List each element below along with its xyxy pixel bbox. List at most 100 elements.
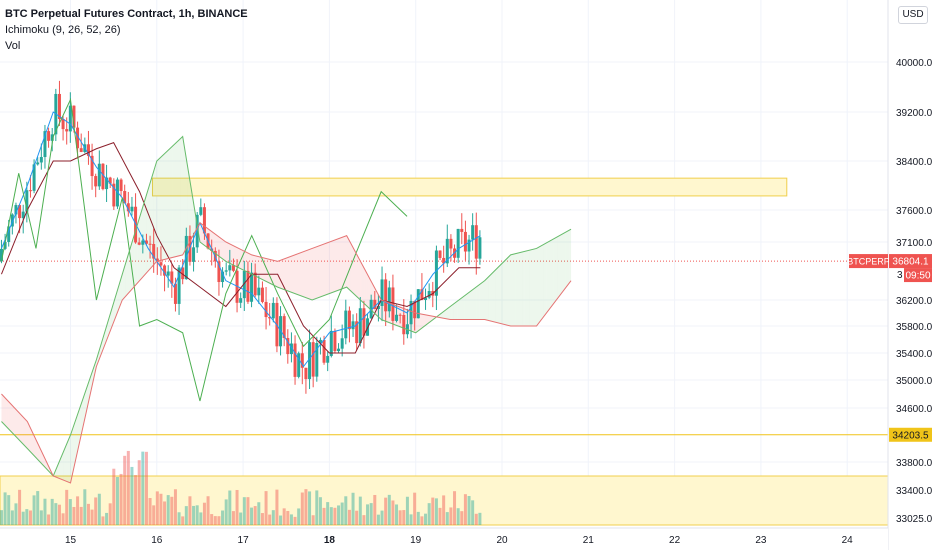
volume-bar [362, 515, 366, 525]
candle-body [250, 272, 254, 302]
cloud-segment [65, 443, 68, 482]
currency-button[interactable]: USD [898, 6, 928, 24]
cloud-segment [144, 194, 147, 275]
cloud-segment [467, 292, 470, 320]
cloud-segment [3, 395, 5, 426]
cloud-segment [170, 146, 173, 258]
y-tick-label: 37600.0 [896, 206, 932, 217]
candle-body [108, 177, 112, 184]
cloud-segment [338, 238, 340, 291]
volume-bar [322, 507, 326, 525]
candle-body [286, 338, 290, 355]
line-senkou-b [1, 222, 572, 484]
volume-bar [463, 494, 467, 525]
volume-bar [271, 510, 275, 525]
cloud-segment [265, 258, 268, 282]
x-tick-label: 21 [583, 535, 595, 546]
volume-bar [50, 498, 54, 525]
volume-bar [286, 510, 290, 525]
candle-body [300, 353, 304, 368]
candle-body [7, 226, 11, 242]
time-axis-bg [0, 528, 888, 550]
cloud-segment [363, 267, 366, 305]
cloud-segment [163, 152, 166, 260]
cloud-segment [367, 274, 370, 309]
cloud-segment [339, 237, 342, 290]
cloud-segment [560, 234, 563, 295]
candle-body [434, 250, 438, 296]
cloud-segment [32, 432, 35, 456]
cloud-segment [60, 455, 62, 480]
cloud-segment [353, 248, 356, 296]
legend-ichimoku[interactable]: Ichimoku (9, 26, 52, 26) [5, 24, 121, 36]
volume-bar [478, 512, 482, 525]
volume-bar [264, 491, 268, 525]
candle-body [268, 317, 272, 319]
cloud-segment [303, 251, 306, 298]
cloud-segment [58, 459, 61, 479]
cloud-segment [67, 439, 69, 483]
candle-body [72, 105, 76, 128]
cloud-segment [6, 399, 9, 429]
volume-bar [21, 511, 25, 525]
candle-body [32, 164, 36, 191]
cloud-segment [531, 249, 534, 326]
cloud-segment [476, 285, 478, 320]
cloud-segment [329, 241, 332, 294]
candle-body [61, 119, 65, 130]
candle-body [471, 225, 475, 240]
cloud-segment [486, 277, 489, 321]
cloud-segment [510, 254, 513, 326]
volume-bar [18, 489, 22, 525]
candle-body [177, 267, 181, 304]
candle-body [76, 127, 80, 149]
legend-vol[interactable]: Vol [5, 40, 21, 52]
volume-bar [0, 510, 3, 525]
candle-body [170, 271, 174, 284]
cloud-segment [251, 254, 254, 276]
cloud-segment [34, 435, 36, 458]
volume-bar [105, 512, 109, 525]
volume-bar [173, 489, 177, 525]
candle-body [318, 339, 322, 344]
candle-body [39, 157, 43, 163]
cloud-segment [526, 250, 528, 326]
cloud-segment [458, 298, 461, 320]
volume-bar [380, 510, 384, 525]
candle-body [358, 308, 362, 344]
cloud-segment [474, 287, 477, 320]
level-text: 34203.5 [892, 430, 929, 441]
line-senkou-a [1, 135, 572, 477]
cloud-segment [248, 253, 251, 274]
cloud-segment [224, 240, 226, 262]
last-price-text: 36804.1 [892, 257, 929, 268]
cloud-segment [146, 188, 149, 273]
volume-bar [72, 506, 76, 525]
cloud-segment [553, 237, 556, 304]
x-tick-label: 15 [65, 535, 77, 546]
cloud-segment [496, 266, 499, 323]
cloud-segment [310, 248, 313, 300]
candle-body [141, 240, 145, 245]
cloud-segment [305, 250, 307, 299]
cloud-segment [470, 289, 473, 320]
candle-body [293, 343, 297, 377]
cloud-segment [191, 188, 194, 239]
cloud-segment [63, 447, 66, 481]
cloud-segment [137, 216, 140, 283]
cloud-segment [72, 425, 74, 476]
volume-bar [337, 505, 341, 525]
candle-body [478, 237, 482, 259]
cloud-segment [82, 394, 85, 429]
volume-bar [231, 511, 235, 525]
candle-body [384, 279, 388, 312]
volume-bar [420, 516, 424, 525]
cloud-segment [489, 273, 492, 322]
candle-body [362, 308, 366, 336]
cloud-segment [357, 254, 359, 299]
cloud-segment [120, 274, 123, 305]
y-tick-label: 39200.0 [896, 108, 932, 119]
candle-body [68, 105, 72, 132]
cloud-segment [495, 268, 497, 323]
